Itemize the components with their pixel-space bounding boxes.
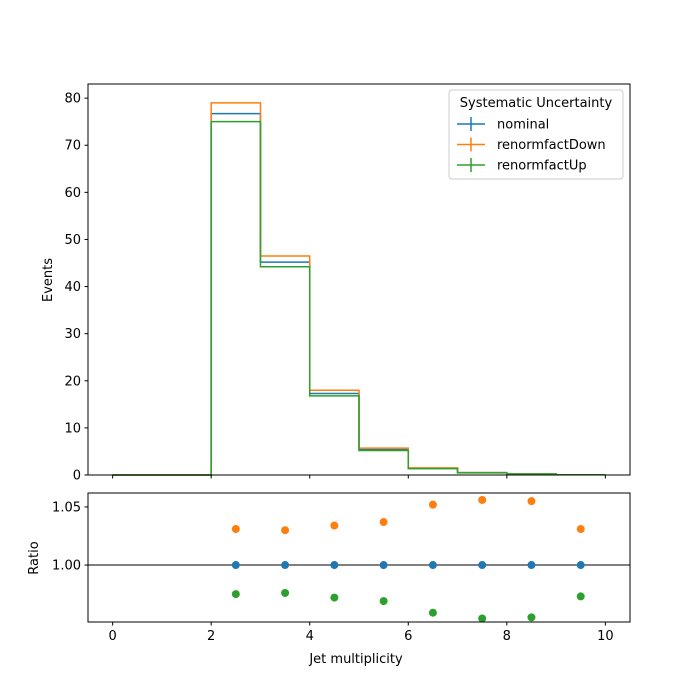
- legend-title: Systematic Uncertainty: [460, 96, 613, 111]
- hist-step-renormfactUp: [112, 120, 606, 476]
- ratio-y-axis-label: Ratio: [27, 541, 42, 574]
- ratio-point-nominal: [231, 561, 240, 570]
- ratio-point-nominal: [576, 561, 585, 570]
- main-y-tick-label: 80: [64, 92, 81, 107]
- ratio-point-renormfactUp: [281, 588, 290, 597]
- x-tick-label: 0: [108, 629, 116, 644]
- ratio-point-renormfactUp: [478, 614, 487, 623]
- legend: Systematic Uncertainty nominal renormfact…: [448, 89, 624, 180]
- x-tick-label: 10: [597, 629, 614, 644]
- ratio-point-renormfactDown: [281, 526, 290, 535]
- ratio-point-nominal: [281, 561, 290, 570]
- main-y-tick-label: 20: [64, 374, 81, 389]
- main-y-tick-label: 60: [64, 186, 81, 201]
- ratio-point-nominal: [478, 561, 487, 570]
- legend-entries: nominal renormfactDown renormfactUp: [457, 117, 606, 174]
- main-y-tick-label: 40: [64, 280, 81, 295]
- ratio-point-renormfactDown: [330, 521, 339, 530]
- main-y-tick-label: 30: [64, 327, 81, 342]
- x-tick-label: 6: [404, 629, 412, 644]
- legend-label-renormfactUp: renormfactUp: [497, 159, 587, 174]
- x-tick-label: 4: [306, 629, 314, 644]
- ratio-x-ticks: 0 2 4 6 8 10: [108, 622, 614, 644]
- x-tick-label: 2: [207, 629, 215, 644]
- ratio-point-renormfactUp: [231, 590, 240, 599]
- main-x-ticks: [112, 475, 606, 479]
- ratio-point-renormfactDown: [527, 497, 536, 506]
- legend-label-nominal: nominal: [497, 118, 549, 133]
- ratio-point-nominal: [330, 561, 339, 570]
- ratio-points: [231, 495, 585, 623]
- ratio-point-renormfactDown: [478, 495, 487, 504]
- main-y-tick-label: 10: [64, 421, 81, 436]
- ratio-point-nominal: [428, 561, 437, 570]
- ratio-y-tick-label: 1.00: [52, 559, 81, 574]
- ratio-point-renormfactUp: [330, 593, 339, 602]
- legend-label-renormfactDown: renormfactDown: [497, 138, 606, 153]
- ratio-axes-frame: [87, 492, 631, 623]
- x-tick-label: 8: [503, 629, 511, 644]
- main-y-tick-label: 70: [64, 139, 81, 154]
- ratio-point-nominal: [527, 561, 536, 570]
- legend-box: [448, 89, 624, 180]
- ratio-point-renormfactUp: [379, 597, 388, 606]
- ratio-y-ticks: 1.00 1.05: [52, 500, 88, 574]
- main-axes-frame: [87, 83, 631, 476]
- ratio-point-renormfactDown: [428, 500, 437, 509]
- main-y-ticks: 0 10 20 30 40 50 60 70 80: [64, 92, 88, 484]
- main-y-tick-label: 50: [64, 233, 81, 248]
- ratio-point-renormfactDown: [231, 525, 240, 534]
- ratio-point-renormfactUp: [527, 613, 536, 622]
- ratio-y-tick-label: 1.05: [52, 500, 81, 515]
- ratio-panel: 1.00 1.05 0 2 4 6 8 10 Ratio Jet multiplicity: [27, 492, 631, 667]
- main-panel: 0 10 20 30 40 50 60 70 80 Events Systematic Unce…: [41, 83, 631, 484]
- ratio-point-renormfactUp: [576, 592, 585, 601]
- ratio-point-renormfactUp: [428, 608, 437, 617]
- ratio-point-renormfactDown: [576, 525, 585, 534]
- main-y-tick-label: 0: [73, 469, 81, 484]
- main-histogram-steps: [112, 102, 606, 476]
- ratio-point-nominal: [379, 561, 388, 570]
- ratio-point-renormfactDown: [379, 518, 388, 527]
- x-axis-label: Jet multiplicity: [308, 652, 403, 667]
- main-y-axis-label: Events: [41, 258, 56, 302]
